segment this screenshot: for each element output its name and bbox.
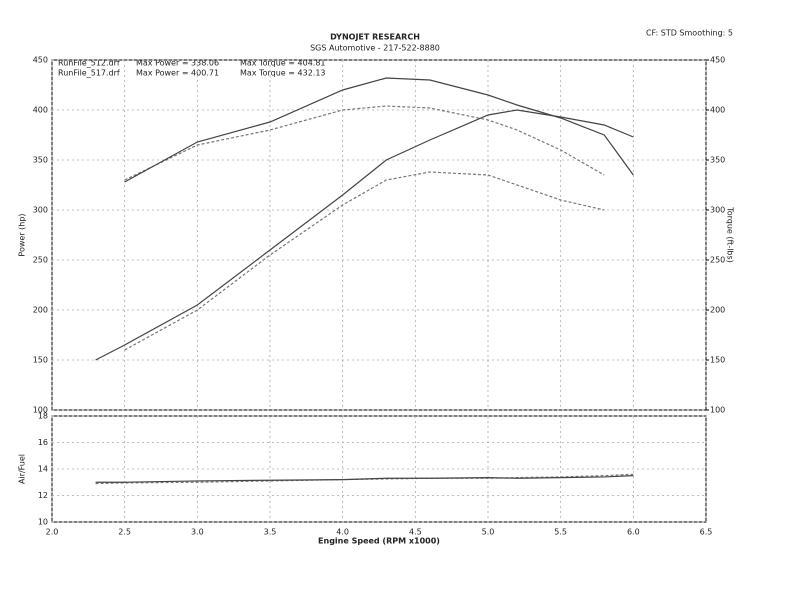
x-tick-label: 5.0	[482, 528, 495, 537]
annotation: Max Power = 338.06	[136, 59, 219, 68]
y-tick-label: 200	[33, 306, 48, 315]
y-tick-label: 16	[38, 438, 48, 447]
series-line	[95, 109, 634, 361]
y-axis-label: Power (hp)	[18, 213, 27, 256]
x-tick-label: 6.5	[700, 528, 713, 537]
settings: CF: STD Smoothing: 5	[646, 29, 733, 38]
y-tick-label: 14	[38, 465, 48, 474]
y2-axis-label: Torque (ft-lbs)	[726, 206, 735, 263]
x-tick-label: 2.5	[118, 528, 131, 537]
y-tick-label: 150	[33, 356, 48, 365]
annotation: Max Torque = 404.81	[240, 59, 326, 68]
y-tick-label: 100	[33, 406, 48, 415]
subtitle: SGS Automotive - 217-522-8880	[310, 44, 440, 53]
series-line	[124, 105, 605, 181]
y-axis-label: Air/Fuel	[18, 454, 27, 484]
top-frame	[51, 59, 707, 411]
x-axis-label: Engine Speed (RPM x1000)	[318, 537, 440, 546]
y2-tick-label: 450	[710, 56, 725, 65]
y2-tick-label: 350	[710, 156, 725, 165]
y2-tick-label: 200	[710, 306, 725, 315]
series-line	[95, 475, 634, 483]
x-tick-label: 4.5	[409, 528, 422, 537]
y2-tick-label: 150	[710, 356, 725, 365]
x-tick-label: 6.0	[627, 528, 640, 537]
y-tick-label: 250	[33, 256, 48, 265]
y-tick-label: 10	[38, 518, 48, 527]
y-tick-label: 450	[33, 56, 48, 65]
y2-tick-label: 400	[710, 106, 725, 115]
y-tick-label: 400	[33, 106, 48, 115]
x-tick-label: 2.0	[46, 528, 59, 537]
y-tick-label: 350	[33, 156, 48, 165]
y-tick-label: 12	[38, 491, 48, 500]
series-line	[124, 77, 634, 183]
annotation: Max Power = 400.71	[136, 69, 219, 78]
legend-entry: RunFile_517.drf	[58, 69, 120, 78]
title: DYNOJET RESEARCH	[330, 33, 420, 42]
y-tick-label: 300	[33, 206, 48, 215]
y2-tick-label: 100	[710, 406, 725, 415]
y2-tick-label: 250	[710, 256, 725, 265]
legend-entry: RunFile_512.drf	[58, 59, 120, 68]
y-tick-label: 18	[38, 412, 48, 421]
x-tick-label: 3.5	[264, 528, 277, 537]
x-tick-label: 4.0	[336, 528, 349, 537]
annotation: Max Torque = 432.13	[240, 69, 326, 78]
x-tick-label: 3.0	[191, 528, 204, 537]
y2-tick-label: 300	[710, 206, 725, 215]
series-line	[124, 171, 605, 351]
x-tick-label: 5.5	[554, 528, 567, 537]
